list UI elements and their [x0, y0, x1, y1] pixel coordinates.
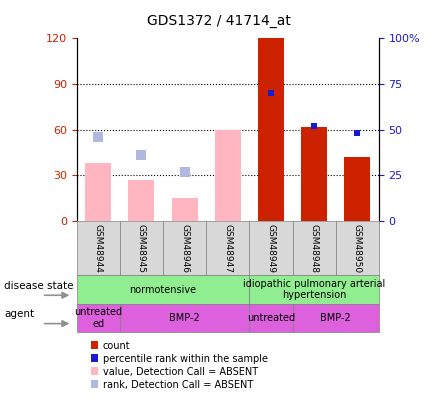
- Bar: [128, 180, 154, 221]
- Bar: [85, 163, 111, 221]
- Bar: [344, 157, 370, 221]
- Text: value, Detection Call = ABSENT: value, Detection Call = ABSENT: [103, 367, 258, 377]
- Text: percentile rank within the sample: percentile rank within the sample: [103, 354, 268, 364]
- Bar: [91, 341, 99, 349]
- Text: GSM48944: GSM48944: [94, 224, 103, 273]
- Text: untreated: untreated: [247, 313, 295, 323]
- Bar: [91, 354, 99, 362]
- Bar: [215, 130, 241, 221]
- Bar: [91, 367, 99, 375]
- Text: idiopathic pulmonary arterial
hypertension: idiopathic pulmonary arterial hypertensi…: [243, 279, 385, 301]
- Text: normotensive: normotensive: [130, 285, 197, 294]
- Text: BMP-2: BMP-2: [320, 313, 351, 323]
- Text: GSM48948: GSM48948: [310, 224, 318, 273]
- Bar: [172, 198, 198, 221]
- Text: untreated
ed: untreated ed: [74, 307, 122, 329]
- Bar: [91, 380, 99, 388]
- Text: rank, Detection Call = ABSENT: rank, Detection Call = ABSENT: [103, 380, 253, 390]
- Text: BMP-2: BMP-2: [169, 313, 200, 323]
- Text: GSM48950: GSM48950: [353, 224, 362, 273]
- Bar: [258, 38, 284, 221]
- Bar: [301, 126, 327, 221]
- Text: GSM48946: GSM48946: [180, 224, 189, 273]
- Text: GSM48949: GSM48949: [266, 224, 276, 273]
- Text: disease state: disease state: [4, 281, 74, 290]
- Text: GDS1372 / 41714_at: GDS1372 / 41714_at: [147, 14, 291, 28]
- Text: count: count: [103, 341, 131, 351]
- Text: GSM48947: GSM48947: [223, 224, 232, 273]
- Text: agent: agent: [4, 309, 35, 319]
- Text: GSM48945: GSM48945: [137, 224, 146, 273]
